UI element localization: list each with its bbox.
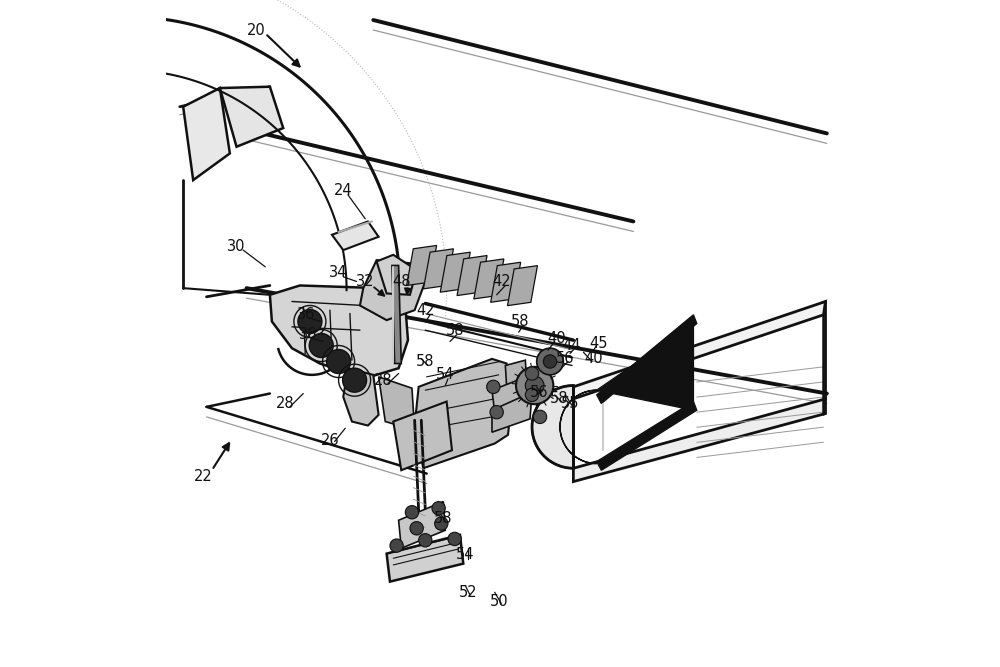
Polygon shape	[597, 402, 697, 470]
Polygon shape	[360, 260, 425, 320]
Polygon shape	[507, 265, 537, 305]
Text: 36: 36	[299, 327, 318, 342]
Polygon shape	[332, 221, 379, 250]
Circle shape	[343, 368, 367, 392]
Text: 56: 56	[556, 352, 575, 366]
Text: 30: 30	[227, 239, 246, 254]
Text: 58: 58	[416, 354, 435, 369]
Text: 20: 20	[247, 23, 266, 37]
Text: 50: 50	[489, 594, 508, 609]
Polygon shape	[560, 323, 693, 464]
Polygon shape	[457, 255, 487, 295]
Text: 58: 58	[434, 512, 453, 526]
Text: 26: 26	[321, 433, 339, 448]
Polygon shape	[407, 245, 437, 285]
Text: 46: 46	[664, 345, 683, 360]
Text: 58: 58	[511, 314, 529, 329]
Text: 58: 58	[549, 392, 568, 406]
Text: 40: 40	[547, 331, 566, 346]
Text: 22: 22	[194, 470, 213, 484]
Circle shape	[490, 406, 503, 419]
Polygon shape	[423, 249, 453, 289]
Text: 48: 48	[392, 274, 411, 289]
Text: 56: 56	[529, 385, 548, 400]
Polygon shape	[379, 377, 415, 430]
Circle shape	[448, 532, 461, 546]
Circle shape	[327, 350, 351, 374]
Text: 24: 24	[334, 183, 353, 197]
Polygon shape	[492, 374, 539, 417]
Polygon shape	[597, 315, 697, 404]
Circle shape	[543, 355, 557, 368]
Polygon shape	[532, 386, 573, 468]
Text: 45: 45	[589, 336, 608, 351]
Text: 54: 54	[456, 548, 475, 562]
Polygon shape	[505, 360, 528, 408]
Polygon shape	[492, 392, 532, 432]
Polygon shape	[399, 502, 445, 548]
Circle shape	[419, 534, 432, 547]
Polygon shape	[491, 262, 521, 302]
Text: 28: 28	[276, 396, 295, 411]
Polygon shape	[440, 252, 470, 292]
Circle shape	[432, 502, 445, 515]
Text: 28: 28	[374, 373, 393, 388]
Text: 58: 58	[445, 323, 464, 338]
Text: 52: 52	[459, 585, 477, 600]
Circle shape	[516, 367, 553, 404]
Circle shape	[525, 367, 539, 380]
Polygon shape	[392, 265, 401, 364]
Polygon shape	[270, 285, 408, 379]
Polygon shape	[393, 402, 452, 470]
Polygon shape	[573, 301, 825, 399]
Text: 55: 55	[561, 396, 579, 411]
Circle shape	[298, 309, 322, 334]
Polygon shape	[183, 88, 230, 180]
Circle shape	[390, 539, 403, 552]
Circle shape	[537, 348, 563, 375]
Circle shape	[405, 506, 419, 519]
Circle shape	[487, 380, 500, 394]
Circle shape	[533, 410, 547, 424]
Text: 36: 36	[297, 307, 316, 322]
Text: 34: 34	[329, 265, 348, 279]
Text: 42: 42	[492, 274, 511, 289]
Circle shape	[525, 388, 539, 402]
Text: 54: 54	[436, 368, 455, 382]
Polygon shape	[415, 359, 512, 468]
Text: 44: 44	[563, 338, 581, 353]
Polygon shape	[474, 259, 504, 299]
Circle shape	[435, 517, 448, 530]
Polygon shape	[220, 87, 283, 147]
Polygon shape	[573, 399, 825, 482]
Polygon shape	[377, 255, 417, 295]
Circle shape	[525, 376, 544, 395]
Polygon shape	[387, 535, 463, 582]
Text: 40: 40	[584, 352, 603, 366]
Circle shape	[410, 522, 423, 535]
Text: 42: 42	[416, 303, 435, 317]
Text: 32: 32	[356, 274, 375, 289]
Circle shape	[309, 334, 333, 358]
Polygon shape	[343, 368, 379, 426]
